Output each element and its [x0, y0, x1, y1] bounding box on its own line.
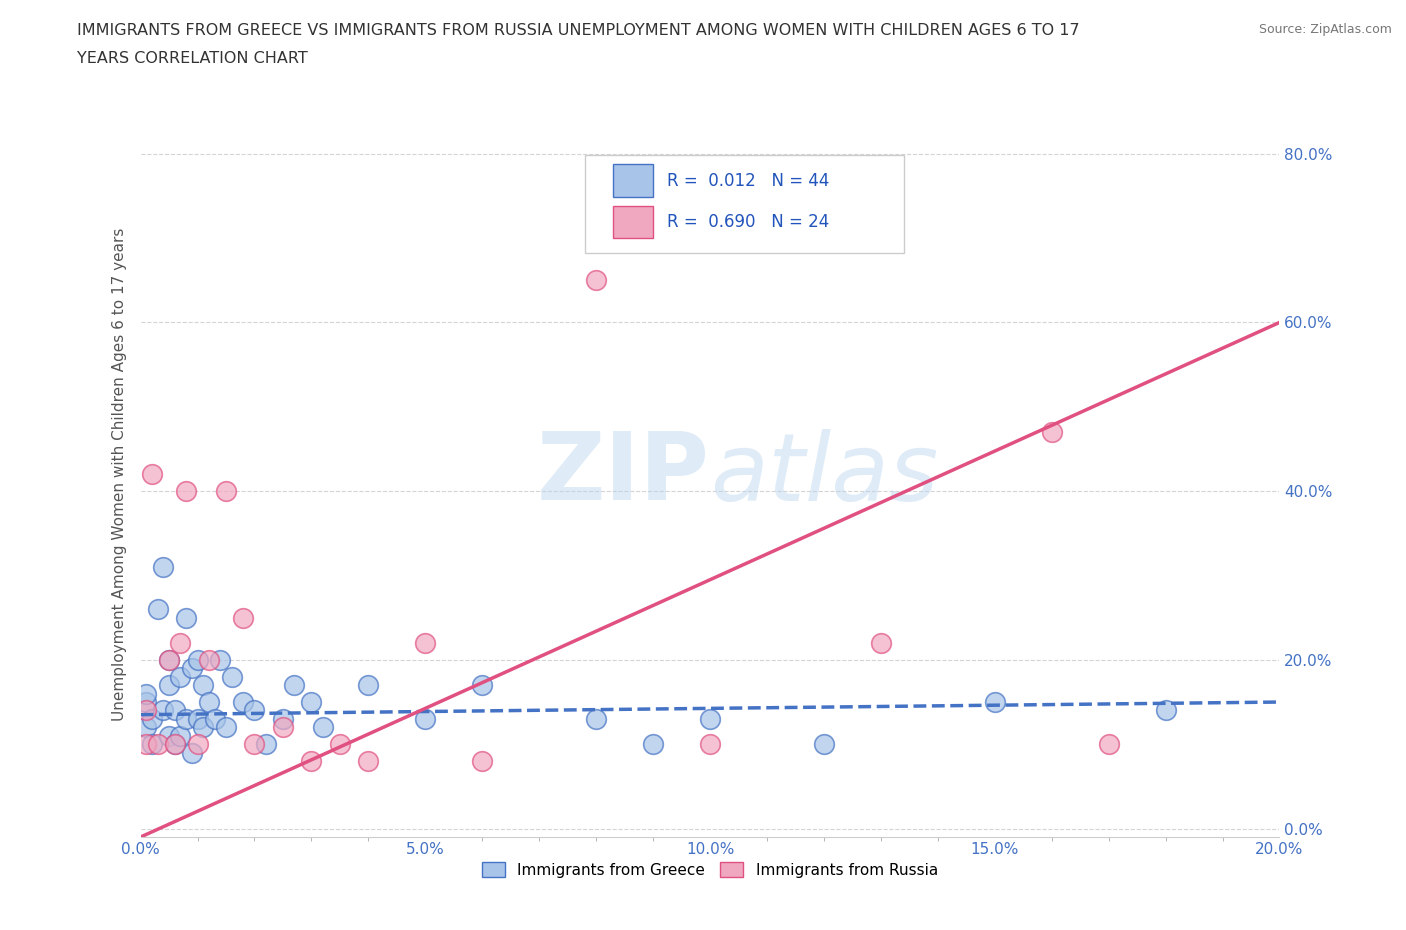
Point [180, 661, 202, 676]
Legend: Immigrants from Greece, Immigrants from Russia: Immigrants from Greece, Immigrants from … [477, 856, 943, 884]
Point [215, 484, 238, 498]
Point [243, 737, 266, 751]
Point [215, 720, 238, 735]
Bar [613, 165, 654, 197]
Point [301, 695, 323, 710]
Point [283, 678, 305, 693]
Point [415, 711, 437, 726]
Point [163, 737, 186, 751]
Point [204, 711, 226, 726]
Point [243, 703, 266, 718]
Point [329, 737, 352, 751]
Point [357, 753, 380, 768]
Point [585, 711, 607, 726]
Point [141, 711, 163, 726]
Point [157, 678, 180, 693]
Point [174, 610, 197, 625]
Point [643, 737, 665, 751]
Point [174, 484, 197, 498]
Point [271, 711, 294, 726]
Point [870, 635, 893, 650]
Point [198, 653, 221, 668]
Point [1154, 703, 1177, 718]
Point [357, 678, 380, 693]
Point [152, 703, 174, 718]
Text: Source: ZipAtlas.com: Source: ZipAtlas.com [1258, 23, 1392, 36]
Point [169, 670, 191, 684]
Point [180, 745, 202, 760]
Point [415, 635, 437, 650]
Point [141, 737, 163, 751]
Point [193, 678, 215, 693]
Point [221, 670, 243, 684]
Point [471, 753, 494, 768]
Point [186, 653, 209, 668]
Point [813, 737, 835, 751]
Point [186, 711, 209, 726]
Point [135, 695, 157, 710]
Text: YEARS CORRELATION CHART: YEARS CORRELATION CHART [77, 51, 308, 66]
Point [198, 695, 221, 710]
Point [232, 695, 254, 710]
Text: R =  0.690   N = 24: R = 0.690 N = 24 [666, 213, 830, 231]
Point [1098, 737, 1121, 751]
Point [157, 728, 180, 743]
Point [301, 753, 323, 768]
Point [585, 272, 607, 287]
Point [135, 737, 157, 751]
Point [471, 678, 494, 693]
Point [169, 728, 191, 743]
Point [699, 737, 721, 751]
Text: IMMIGRANTS FROM GREECE VS IMMIGRANTS FROM RUSSIA UNEMPLOYMENT AMONG WOMEN WITH C: IMMIGRANTS FROM GREECE VS IMMIGRANTS FRO… [77, 23, 1080, 38]
Point [135, 703, 157, 718]
Point [254, 737, 277, 751]
Text: R =  0.012   N = 44: R = 0.012 N = 44 [666, 171, 830, 190]
Text: ZIP: ZIP [537, 429, 710, 520]
Point [141, 467, 163, 482]
Text: atlas: atlas [710, 429, 938, 520]
Point [135, 686, 157, 701]
Point [186, 737, 209, 751]
Point [157, 653, 180, 668]
Point [157, 653, 180, 668]
Bar [613, 206, 654, 238]
Point [232, 610, 254, 625]
Point [135, 720, 157, 735]
Point [984, 695, 1007, 710]
Point [163, 737, 186, 751]
Point [1040, 425, 1063, 440]
Point [699, 711, 721, 726]
Y-axis label: Unemployment Among Women with Children Ages 6 to 17 years: Unemployment Among Women with Children A… [111, 228, 127, 721]
FancyBboxPatch shape [585, 155, 904, 253]
Point [152, 560, 174, 575]
Point [174, 711, 197, 726]
Point [146, 737, 169, 751]
Point [271, 720, 294, 735]
Point [163, 703, 186, 718]
Point [312, 720, 335, 735]
Point [146, 602, 169, 617]
Point [193, 720, 215, 735]
Point [209, 653, 232, 668]
Point [169, 635, 191, 650]
